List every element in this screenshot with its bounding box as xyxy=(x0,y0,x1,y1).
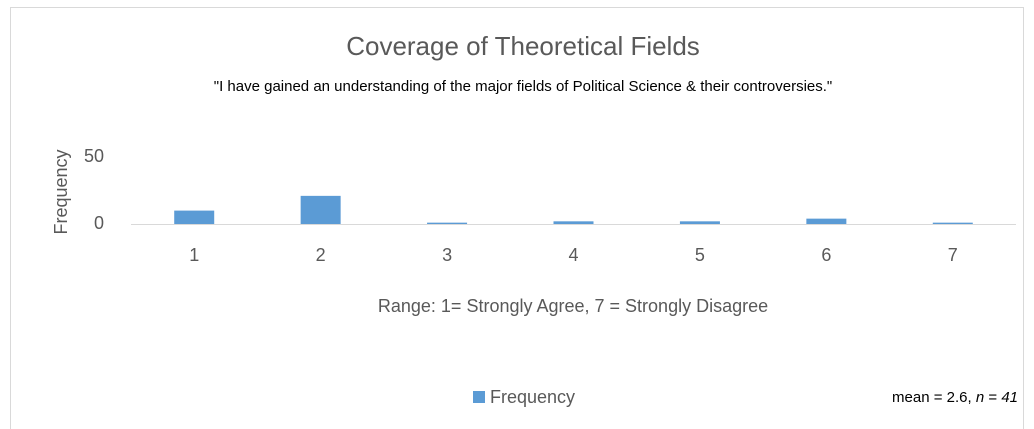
y-tick-label: 0 xyxy=(94,213,104,233)
x-tick-label: 6 xyxy=(821,245,831,265)
chart-title: Coverage of Theoretical Fields xyxy=(346,31,700,61)
bar xyxy=(806,218,847,224)
bar xyxy=(679,221,720,224)
bar xyxy=(932,222,973,224)
chart-border xyxy=(10,7,1024,429)
bar xyxy=(427,222,468,224)
x-tick-label: 5 xyxy=(695,245,705,265)
x-tick-label: 7 xyxy=(948,245,958,265)
legend-label: Frequency xyxy=(490,387,575,407)
x-tick-label: 3 xyxy=(442,245,452,265)
annotation-part: = xyxy=(984,389,1001,406)
annotation-part: n xyxy=(976,389,984,406)
chart-subtitle: "I have gained an understanding of the m… xyxy=(213,78,833,95)
legend-swatch xyxy=(473,391,485,403)
bar xyxy=(174,210,215,224)
x-tick-label: 2 xyxy=(316,245,326,265)
y-axis-title: Frequency xyxy=(51,149,71,234)
x-tick-label: 1 xyxy=(189,245,199,265)
annotation-part: 41 xyxy=(1001,389,1018,406)
bar xyxy=(300,195,341,224)
x-axis-title: Range: 1= Strongly Agree, 7 = Strongly D… xyxy=(378,296,768,316)
bar xyxy=(553,221,594,224)
annotation: mean = 2.6, n = 41 xyxy=(892,389,1018,406)
annotation-part: mean = 2.6, xyxy=(892,389,976,406)
y-tick-label: 50 xyxy=(84,146,104,166)
x-tick-label: 4 xyxy=(568,245,578,265)
